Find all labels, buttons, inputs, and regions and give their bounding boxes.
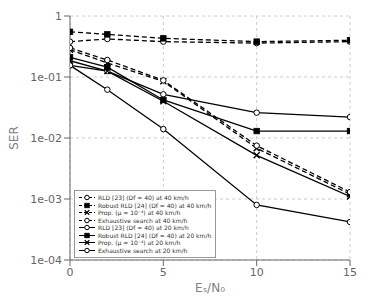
html-text:Robust RLD [24] (Df = 40) at 2: Robust RLD [24] (Df = 40) at 20 km/h xyxy=(98,231,212,239)
svg-text:1: 1 xyxy=(55,10,62,23)
html-text:RLD [23] (Df = 40) at 40 km/h: RLD [23] (Df = 40) at 40 km/h xyxy=(98,194,189,201)
svg-text:1e-01: 1e-01 xyxy=(30,71,62,84)
svg-text:Eₛ/N₀: Eₛ/N₀ xyxy=(195,281,225,295)
html-text:Exhaustive search at 40 km/h: Exhaustive search at 40 km/h xyxy=(98,216,188,224)
html-text:Robust RLD [24] (Df = 40) at 4: Robust RLD [24] (Df = 40) at 40 km/h xyxy=(98,201,212,209)
html-text:Prop. (μ = 10⁻⁴) at 20 km/h: Prop. (μ = 10⁻⁴) at 20 km/h xyxy=(98,239,181,246)
svg-text:5: 5 xyxy=(160,266,167,279)
svg-text:1e-04: 1e-04 xyxy=(30,254,62,267)
html-text:Prop. (μ = 10⁻⁴) at 40 km/h: Prop. (μ = 10⁻⁴) at 40 km/h xyxy=(98,209,181,216)
svg-text:0: 0 xyxy=(67,266,74,279)
svg-text:1e-02: 1e-02 xyxy=(30,132,62,145)
html-text:RLD [23] (Df = 40) at 20 km/h: RLD [23] (Df = 40) at 20 km/h xyxy=(98,224,189,231)
html-text:Exhaustive search at 20 km/h: Exhaustive search at 20 km/h xyxy=(98,246,188,254)
svg-text:15: 15 xyxy=(343,266,357,279)
svg-text:10: 10 xyxy=(250,266,264,279)
svg-text:SER: SER xyxy=(8,126,21,150)
svg-text:1e-03: 1e-03 xyxy=(30,193,62,206)
